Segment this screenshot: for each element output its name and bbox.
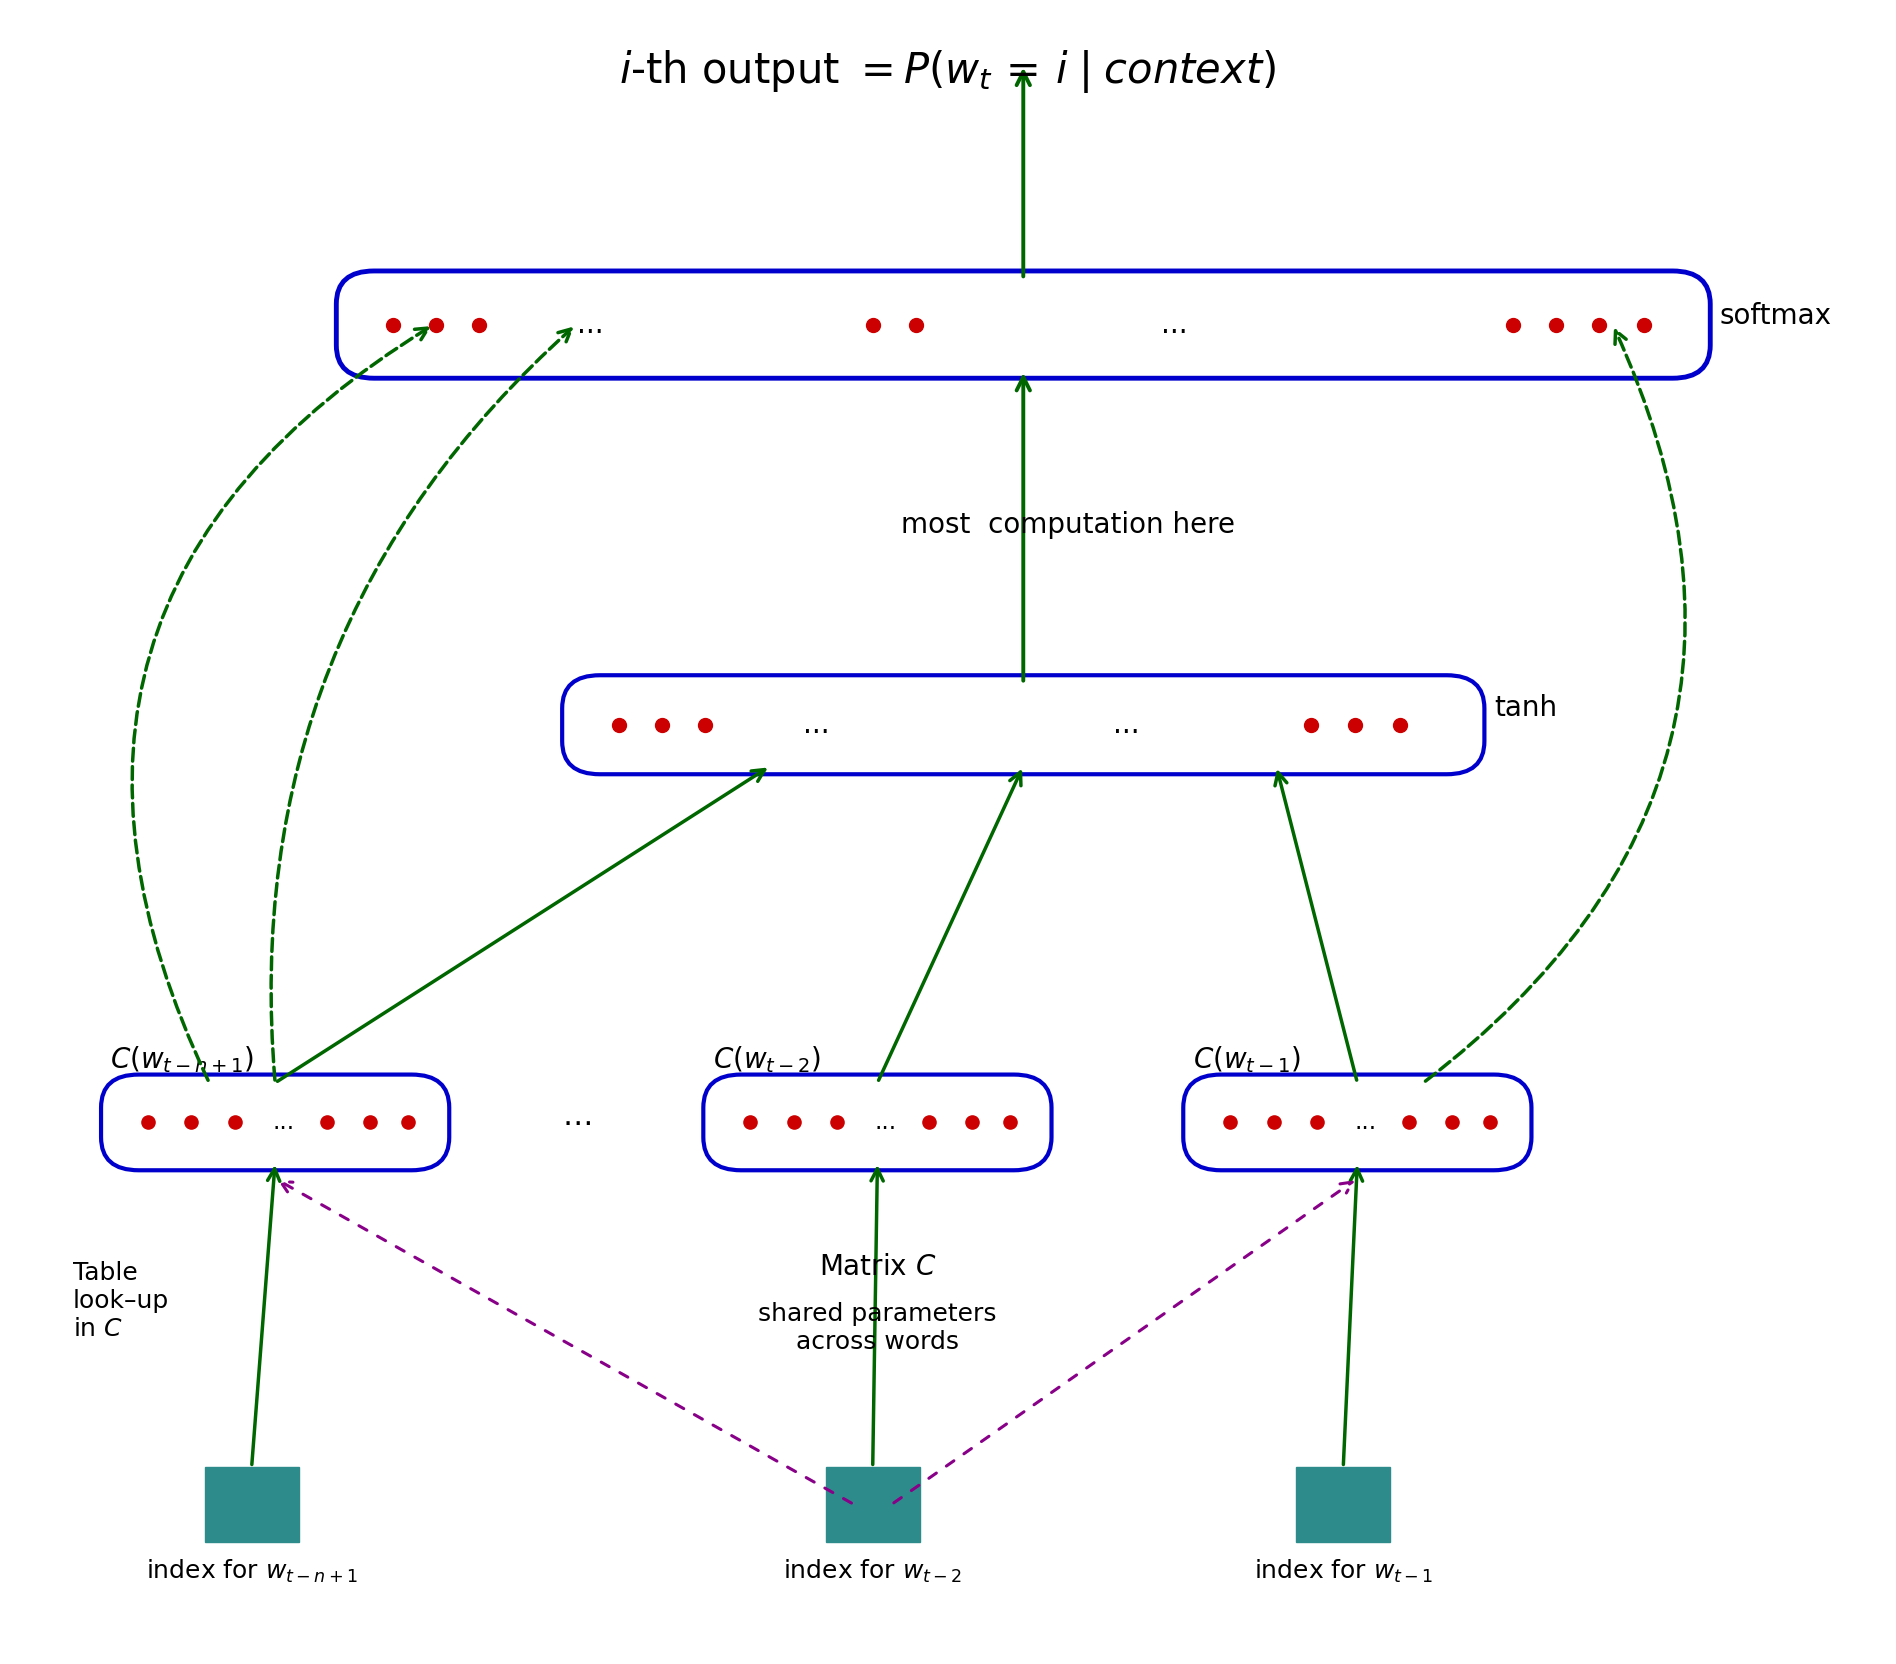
Point — [779, 1110, 810, 1137]
Point — [465, 311, 495, 338]
Point — [821, 1110, 851, 1137]
Point — [1339, 712, 1369, 739]
FancyBboxPatch shape — [100, 1075, 449, 1170]
FancyArrowPatch shape — [133, 328, 428, 1080]
Text: $C(w_{t-1})$: $C(w_{t-1})$ — [1193, 1043, 1301, 1075]
Text: index for $w_{t-2}$: index for $w_{t-2}$ — [783, 1558, 963, 1586]
Text: Table
look–up
in $C$: Table look–up in $C$ — [72, 1261, 169, 1341]
Point — [1475, 1110, 1505, 1137]
FancyBboxPatch shape — [336, 271, 1710, 378]
Text: $C(w_{t-n+1})$: $C(w_{t-n+1})$ — [110, 1043, 254, 1075]
Text: softmax: softmax — [1720, 301, 1832, 329]
Text: ...: ... — [874, 1110, 897, 1135]
Text: shared parameters
across words: shared parameters across words — [758, 1303, 997, 1354]
Point — [133, 1110, 163, 1137]
Point — [392, 1110, 423, 1137]
Point — [176, 1110, 207, 1137]
Text: $i$-th output $= P(w_t\, =\, i\; |\; \mathit{context})$: $i$-th output $= P(w_t\, =\, i\; |\; \ma… — [620, 48, 1276, 95]
FancyArrowPatch shape — [1426, 331, 1686, 1082]
FancyArrowPatch shape — [893, 1181, 1352, 1503]
Point — [1303, 1110, 1333, 1137]
Text: Matrix $C$: Matrix $C$ — [819, 1253, 937, 1281]
Point — [1541, 311, 1572, 338]
Text: ...: ... — [576, 311, 603, 338]
Point — [901, 311, 931, 338]
Point — [220, 1110, 250, 1137]
Text: tanh: tanh — [1494, 694, 1557, 722]
Text: ...: ... — [273, 1110, 294, 1135]
Point — [1215, 1110, 1246, 1137]
Text: most  computation here: most computation here — [901, 511, 1236, 539]
Text: ...: ... — [1113, 711, 1139, 739]
Point — [914, 1110, 944, 1137]
Text: ...: ... — [1160, 311, 1187, 338]
FancyArrowPatch shape — [281, 1181, 851, 1503]
FancyBboxPatch shape — [703, 1075, 1052, 1170]
Point — [690, 712, 720, 739]
Text: ...: ... — [802, 711, 830, 739]
Point — [1583, 311, 1613, 338]
Point — [736, 1110, 766, 1137]
Text: index for $w_{t-1}$: index for $w_{t-1}$ — [1253, 1558, 1433, 1586]
Text: $C(w_{t-2})$: $C(w_{t-2})$ — [713, 1043, 821, 1075]
Point — [1259, 1110, 1289, 1137]
FancyBboxPatch shape — [825, 1468, 920, 1541]
Point — [1498, 311, 1528, 338]
Text: $\cdots$: $\cdots$ — [561, 1108, 592, 1137]
Point — [1297, 712, 1327, 739]
Text: index for $w_{t-n+1}$: index for $w_{t-n+1}$ — [146, 1558, 358, 1586]
Point — [957, 1110, 988, 1137]
Point — [647, 712, 677, 739]
Point — [311, 1110, 341, 1137]
Point — [1629, 311, 1659, 338]
FancyBboxPatch shape — [563, 676, 1485, 774]
Point — [995, 1110, 1026, 1137]
FancyBboxPatch shape — [1297, 1468, 1390, 1541]
Point — [355, 1110, 385, 1137]
Point — [1394, 1110, 1424, 1137]
Point — [603, 712, 633, 739]
Point — [857, 311, 887, 338]
FancyBboxPatch shape — [1183, 1075, 1532, 1170]
Point — [1384, 712, 1414, 739]
Point — [421, 311, 451, 338]
Point — [1437, 1110, 1468, 1137]
FancyBboxPatch shape — [205, 1468, 300, 1541]
FancyArrowPatch shape — [271, 329, 571, 1080]
Text: ...: ... — [1356, 1110, 1376, 1135]
Point — [377, 311, 408, 338]
